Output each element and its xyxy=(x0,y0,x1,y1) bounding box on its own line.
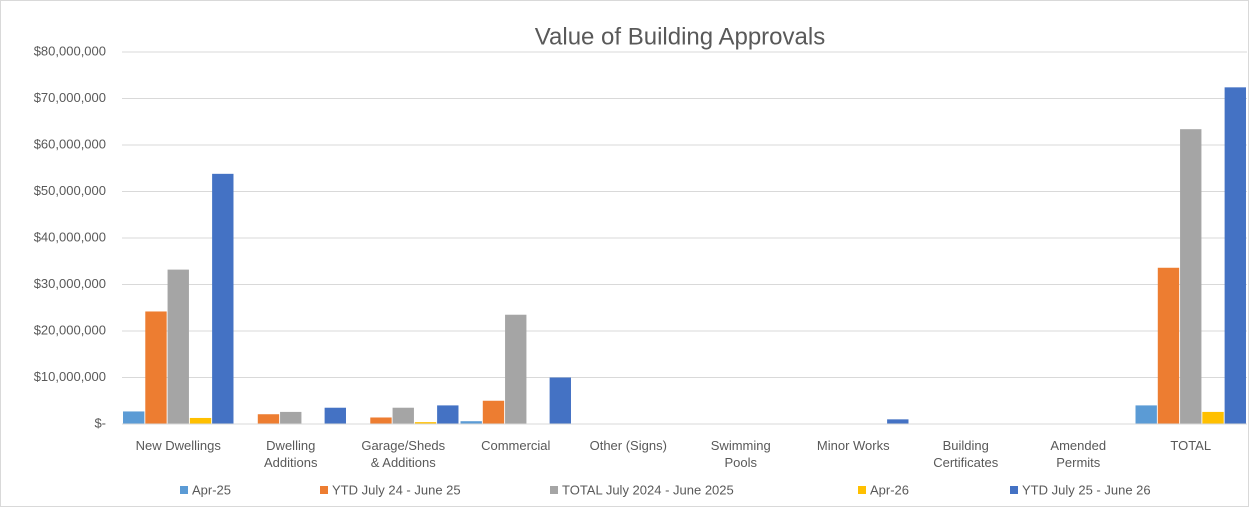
bar xyxy=(392,407,414,424)
y-tick-label: $30,000,000 xyxy=(34,276,106,291)
x-tick-label: Dwelling Additions xyxy=(264,438,318,470)
bar xyxy=(1202,411,1224,424)
bar xyxy=(887,419,909,424)
legend-label: TOTAL July 2024 - June 2025 xyxy=(562,482,734,497)
bar xyxy=(505,314,527,424)
legend-swatch xyxy=(180,486,188,494)
x-tick-label: Other (Signs) xyxy=(589,438,667,453)
x-tick-label: Amended Permits xyxy=(1050,438,1107,470)
bar xyxy=(482,400,505,424)
y-tick-label: $80,000,000 xyxy=(34,43,106,58)
bar xyxy=(324,407,346,424)
y-tick-label: $10,000,000 xyxy=(34,369,106,384)
legend-swatch xyxy=(550,486,558,494)
legend-label: YTD July 25 - June 26 xyxy=(1022,482,1151,497)
x-tick-label: TOTAL xyxy=(1170,438,1212,453)
x-tick-label: New Dwellings xyxy=(135,438,221,453)
bar xyxy=(189,417,212,424)
y-tick-label: $20,000,000 xyxy=(34,322,106,337)
legend-swatch xyxy=(320,486,328,494)
bar xyxy=(1135,405,1157,424)
x-tick-label: Building Certificates xyxy=(933,438,999,470)
legend-label: YTD July 24 - June 25 xyxy=(332,482,461,497)
x-tick-label: Commercial xyxy=(481,438,551,453)
y-tick-label: $50,000,000 xyxy=(34,183,106,198)
legend-swatch xyxy=(1010,486,1018,494)
x-tick-label: Garage/Sheds & Additions xyxy=(361,438,446,470)
bar xyxy=(212,173,234,424)
x-tick-label: Swimming Pools xyxy=(710,438,771,470)
bar xyxy=(460,421,482,424)
bar xyxy=(280,411,302,424)
y-tick-label: $40,000,000 xyxy=(34,229,106,244)
bar xyxy=(414,422,437,424)
y-tick-label: $- xyxy=(94,415,106,430)
y-tick-label: $70,000,000 xyxy=(34,90,106,105)
bar xyxy=(549,377,571,424)
bar xyxy=(123,411,145,424)
chart-title: Value of Building Approvals xyxy=(535,23,825,50)
bar xyxy=(1157,267,1180,424)
x-tick-label: Minor Works xyxy=(816,438,890,453)
bar xyxy=(1180,129,1202,424)
bar xyxy=(370,417,392,424)
bar xyxy=(167,269,189,424)
y-tick-label: $60,000,000 xyxy=(34,136,106,151)
bar xyxy=(257,414,280,424)
legend-label: Apr-26 xyxy=(870,482,909,497)
bar xyxy=(1224,87,1246,424)
legend-label: Apr-25 xyxy=(192,482,231,497)
bar xyxy=(145,311,167,424)
bar xyxy=(437,405,459,424)
legend-swatch xyxy=(858,486,866,494)
